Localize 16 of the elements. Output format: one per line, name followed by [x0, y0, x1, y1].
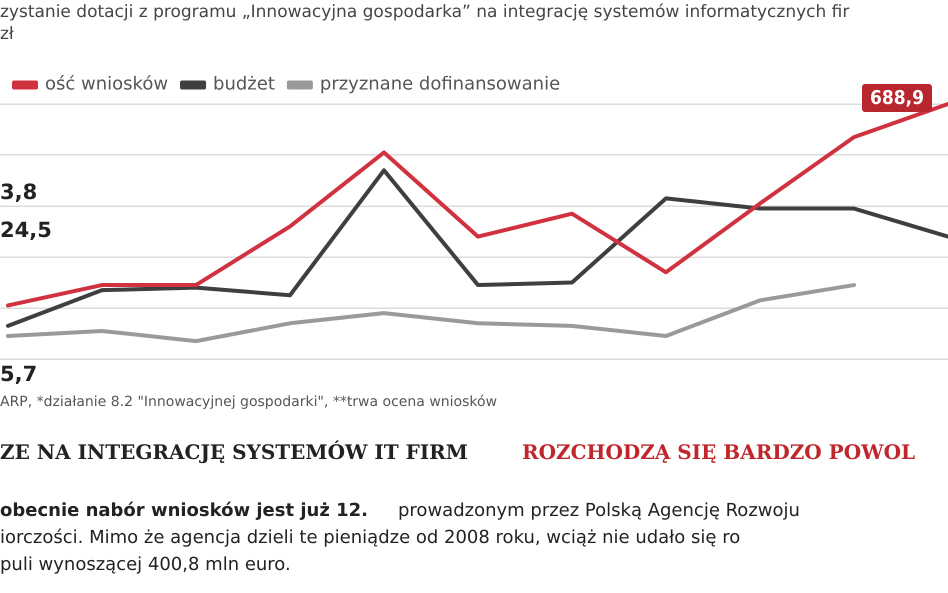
annotation: 688,9: [862, 84, 932, 112]
text: ROZCHODZĄ SIĘ BARDZO POWOL: [522, 440, 916, 464]
legend-label: przyznane dofinansowanie: [320, 74, 560, 95]
text: obecnie nabór wniosków jest już 12.: [0, 500, 368, 521]
annotation: 24,5: [0, 218, 52, 242]
text: prowadzonym przez Polską Agencję Rozwoju: [398, 500, 800, 521]
text: iorczości. Mimo że agencja dzieli te pieniądze od 2008 roku, wciąż nie udało się ro: [0, 527, 740, 548]
legend-label: ość wniosków: [45, 74, 168, 95]
text: puli wynoszącej 400,8 mln euro.: [0, 554, 291, 575]
chart-title: zystanie dotacji z programu „Innowacyjna gospodarka” na integrację systemów informatycznych fir: [0, 2, 850, 22]
legend-label: budżet: [213, 74, 275, 95]
annotation: 3,8: [0, 180, 38, 204]
text: ZE NA INTEGRACJĘ SYSTEMÓW IT FIRM: [0, 440, 468, 464]
chart-subtitle: zł: [0, 24, 14, 44]
text: 5,7: [0, 362, 38, 386]
text: ARP, *działanie 8.2 "Innowacyjnej gospodarki", **trwa ocena wniosków: [0, 394, 498, 410]
